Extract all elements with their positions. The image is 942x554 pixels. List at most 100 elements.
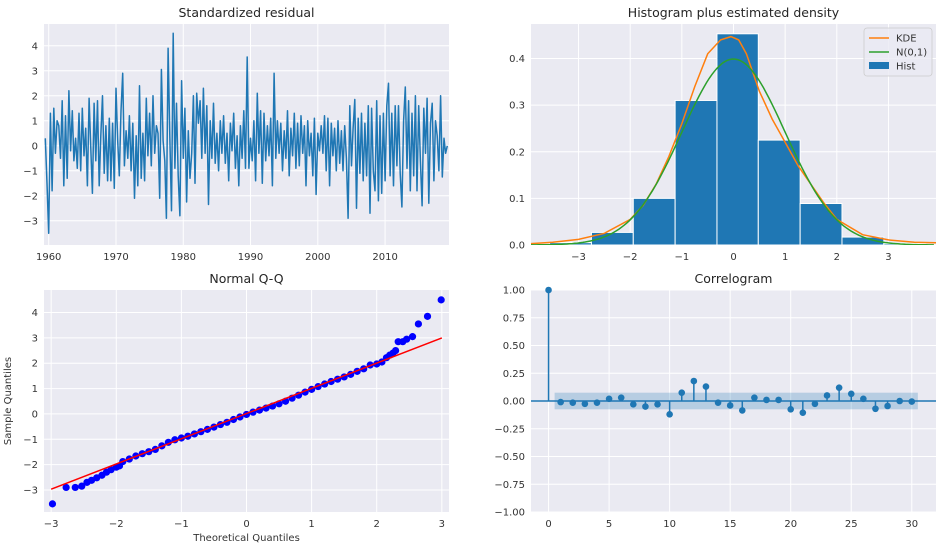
- y-tick-label: −2: [23, 191, 38, 202]
- y-tick-label: 0.75: [503, 313, 525, 324]
- y-tick-label: 4: [32, 41, 38, 52]
- qq-point: [414, 320, 422, 328]
- qq-point: [408, 333, 417, 341]
- marks: [531, 33, 936, 245]
- legend-label: Hist: [896, 62, 916, 73]
- y-tick-label: 2: [32, 359, 38, 370]
- x-tick-label: −3: [44, 519, 59, 530]
- chart-title: Histogram plus estimated density: [628, 5, 840, 20]
- acf-marker: [617, 394, 625, 401]
- acf-marker: [557, 398, 564, 406]
- acf-marker: [690, 377, 698, 385]
- acf-marker: [726, 402, 734, 409]
- acf-marker: [787, 406, 795, 413]
- x-tick-label: −3: [571, 252, 586, 263]
- x-tick-label: 30: [905, 519, 918, 530]
- x-tick-label: 2: [374, 519, 380, 530]
- qq-point: [62, 483, 70, 492]
- acf-marker: [847, 390, 855, 398]
- chart-title: Correlogram: [695, 271, 773, 286]
- x-tick-label: 10: [663, 519, 676, 530]
- x-tick-label: 3: [885, 252, 891, 263]
- y-tick-label: 1.00: [503, 286, 525, 297]
- qq-point: [392, 346, 400, 355]
- x-tick-label: 1: [782, 252, 788, 263]
- x-tick-label: 0: [545, 519, 551, 530]
- x-tick-label: 1: [308, 519, 314, 530]
- hist-bar: [674, 99, 718, 245]
- acf-marker: [799, 409, 807, 416]
- y-tick-label: −1.00: [494, 508, 525, 519]
- acf-marker: [654, 401, 661, 408]
- y-tick-label: −3: [23, 485, 38, 496]
- y-tick-label: 0.25: [503, 369, 525, 380]
- marks: [48, 296, 445, 508]
- acf-marker: [896, 397, 903, 405]
- qq-point: [423, 312, 432, 320]
- x-tick-label: 0: [730, 252, 736, 263]
- x-tick-label: 1990: [238, 252, 263, 263]
- y-tick-label: 1: [32, 384, 38, 395]
- acf-marker: [738, 407, 746, 414]
- qq-reference-line: [50, 337, 443, 490]
- acf-marker: [811, 400, 819, 408]
- acf-marker: [630, 401, 637, 408]
- y-tick-label: 0.4: [509, 54, 525, 65]
- normal-density-line: [531, 58, 934, 245]
- acf-marker: [605, 395, 613, 403]
- y-tick-label: 0.2: [509, 147, 525, 158]
- x-tick-label: −2: [109, 519, 124, 530]
- x-tick-label: 2000: [305, 252, 330, 263]
- legend: KDE N(0,1) Hist: [863, 27, 933, 77]
- acf-marker: [860, 395, 867, 403]
- acf-marker: [835, 384, 843, 391]
- y-tick-label: 3: [32, 333, 38, 344]
- acf-marker: [884, 402, 891, 410]
- histogram-panel: −3 −2 −1 0 1 2 3 0.0 0.1 0.2 0.3 0.4 Histogram plus …: [509, 5, 936, 263]
- legend-label: KDE: [896, 34, 917, 45]
- acf-marker: [714, 399, 722, 406]
- acf-marker: [751, 394, 758, 401]
- hist-bar: [716, 33, 759, 245]
- x-axis-label: Theoretical Quantiles: [192, 533, 300, 544]
- y-tick-label: 2: [32, 91, 38, 102]
- acf-marker: [702, 383, 710, 390]
- acf-marker: [763, 396, 770, 404]
- qq-point: [48, 500, 57, 508]
- x-tick-label: 2010: [372, 252, 397, 263]
- acf-marker: [569, 399, 577, 406]
- acf-marker: [823, 392, 831, 399]
- y-tick-label: 0.0: [509, 241, 525, 252]
- y-tick-label: 0.1: [509, 194, 525, 205]
- y-tick-label: −1: [23, 166, 38, 177]
- y-tick-label: 3: [32, 66, 38, 77]
- x-tick-label: 25: [845, 519, 858, 530]
- correlogram-panel: 0 5 10 15 20 25 30 −1.00 −0.75 −0.50 −0.25 0.00 0.25…: [494, 271, 936, 530]
- x-tick-label: 1980: [171, 252, 196, 263]
- x-tick-label: 3: [439, 519, 445, 530]
- y-tick-label: 0: [32, 141, 38, 152]
- y-tick-label: 0.00: [503, 397, 525, 408]
- y-tick-label: 0.3: [509, 101, 525, 112]
- y-tick-label: −0.50: [494, 452, 525, 463]
- hist-bar: [799, 203, 843, 245]
- x-tick-label: −2: [623, 252, 638, 263]
- y-tick-label: 0.50: [503, 341, 525, 352]
- y-tick-label: 0: [32, 409, 38, 420]
- y-tick-label: −1: [23, 435, 38, 446]
- acf-marker: [545, 286, 552, 294]
- acf-marker: [775, 396, 782, 404]
- x-tick-label: 20: [784, 519, 797, 530]
- x-tick-label: −1: [674, 252, 689, 263]
- x-tick-label: 5: [606, 519, 612, 530]
- legend-swatch: [869, 62, 889, 69]
- acf-marker: [642, 403, 649, 410]
- hist-bar: [632, 197, 676, 245]
- y-tick-label: −2: [23, 460, 38, 471]
- acf-marker: [678, 389, 686, 396]
- y-axis-label: Sample Quantiles: [3, 357, 14, 445]
- y-tick-label: −0.25: [494, 424, 525, 435]
- x-tick-label: 1970: [103, 252, 128, 263]
- chart-title: Normal Q-Q: [209, 271, 283, 286]
